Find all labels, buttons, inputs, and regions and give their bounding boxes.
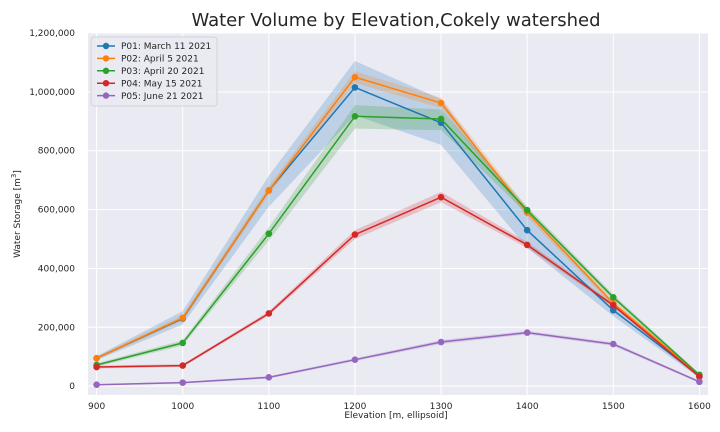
data-point (351, 112, 359, 120)
data-point (265, 230, 273, 238)
series-group (93, 329, 703, 388)
data-point (93, 363, 100, 371)
legend-marker (102, 42, 110, 50)
data-point (696, 373, 703, 381)
data-point (609, 340, 617, 348)
legend-item: P03: April 20 2021 (97, 67, 204, 77)
y-axis-label: Water Storage [m3] (10, 170, 23, 258)
legend-label: P01: March 11 2021 (121, 42, 211, 52)
data-point (609, 306, 617, 314)
series-line (96, 76, 700, 376)
y-tick-label: 400,000 (38, 264, 75, 274)
series-lines (93, 73, 703, 388)
data-point (265, 374, 273, 381)
data-point (609, 293, 617, 301)
data-point (93, 381, 100, 388)
legend-box (90, 36, 218, 107)
y-tick-labels: 0 200,000 400,000 600,000 800,000 1,000,000 1,… (29, 29, 75, 392)
x-tick-label: 1500 (602, 402, 625, 412)
y-tick-label: 200,000 (38, 323, 75, 333)
y-tick-label: 800,000 (38, 147, 75, 157)
y-tick-label: 1,000,000 (29, 88, 75, 98)
legend-label: P04: May 15 2021 (121, 79, 202, 89)
data-point (93, 354, 100, 362)
legend-label: P03: April 20 2021 (121, 67, 204, 77)
legend: P01: March 11 2021 P02: April 5 2021 P03: … (90, 36, 218, 107)
data-point (696, 378, 703, 386)
series-line (96, 115, 700, 376)
legend-marker (102, 55, 110, 62)
y-axis-label-superscript: 3 (10, 174, 18, 178)
data-point (523, 329, 531, 336)
legend-label: P05: June 21 2021 (121, 92, 203, 102)
data-point (609, 301, 617, 309)
legend-marker (102, 92, 110, 99)
x-tick-label: 900 (88, 402, 105, 412)
x-tick-label: 1400 (516, 402, 539, 412)
x-tick-label: 1200 (343, 402, 366, 412)
y-axis-label-end: ] (13, 170, 23, 174)
data-point (351, 84, 359, 91)
x-tick-labels: 900 1000 1100 1200 1300 1400 1500 1600 (88, 402, 711, 412)
x-tick-label: 1300 (430, 402, 453, 412)
data-point (179, 379, 187, 386)
data-point (265, 187, 273, 194)
data-point (351, 231, 359, 238)
data-point (523, 226, 531, 234)
data-point (437, 193, 445, 201)
data-point (179, 339, 187, 347)
x-tick-label: 1600 (688, 402, 711, 412)
y-axis-label-main: Water Storage [m (13, 178, 23, 258)
legend-item: P01: March 11 2021 (97, 42, 211, 52)
series-line (96, 196, 700, 378)
data-point (437, 115, 445, 123)
data-point (265, 310, 273, 317)
gridlines (88, 32, 708, 395)
legend-label: P02: April 5 2021 (121, 55, 199, 65)
y-tick-label: 600,000 (38, 206, 75, 216)
y-tick-label: 0 (69, 382, 75, 392)
y-tick-label: 1,200,000 (29, 29, 75, 39)
series-line (96, 331, 700, 386)
series-group (93, 193, 703, 381)
data-point (437, 99, 445, 107)
data-point (523, 241, 531, 249)
legend-item: P04: May 15 2021 (97, 79, 202, 89)
data-point (179, 362, 187, 369)
data-point (351, 73, 359, 81)
legend-marker (102, 80, 110, 87)
data-point (351, 356, 359, 363)
confidence-band (96, 60, 700, 378)
chart-title: Water Volume by Elevation,Cokely watersh… (191, 10, 600, 31)
legend-item: P05: June 21 2021 (97, 92, 203, 102)
x-tick-label: 1100 (257, 402, 280, 412)
data-point (179, 314, 187, 322)
legend-item: P02: April 5 2021 (97, 55, 199, 65)
data-point (437, 338, 445, 346)
data-point (523, 206, 531, 214)
legend-marker (102, 67, 110, 75)
x-tick-label: 1000 (171, 402, 194, 412)
x-axis-label: Elevation [m, ellipsoid] (344, 411, 447, 421)
